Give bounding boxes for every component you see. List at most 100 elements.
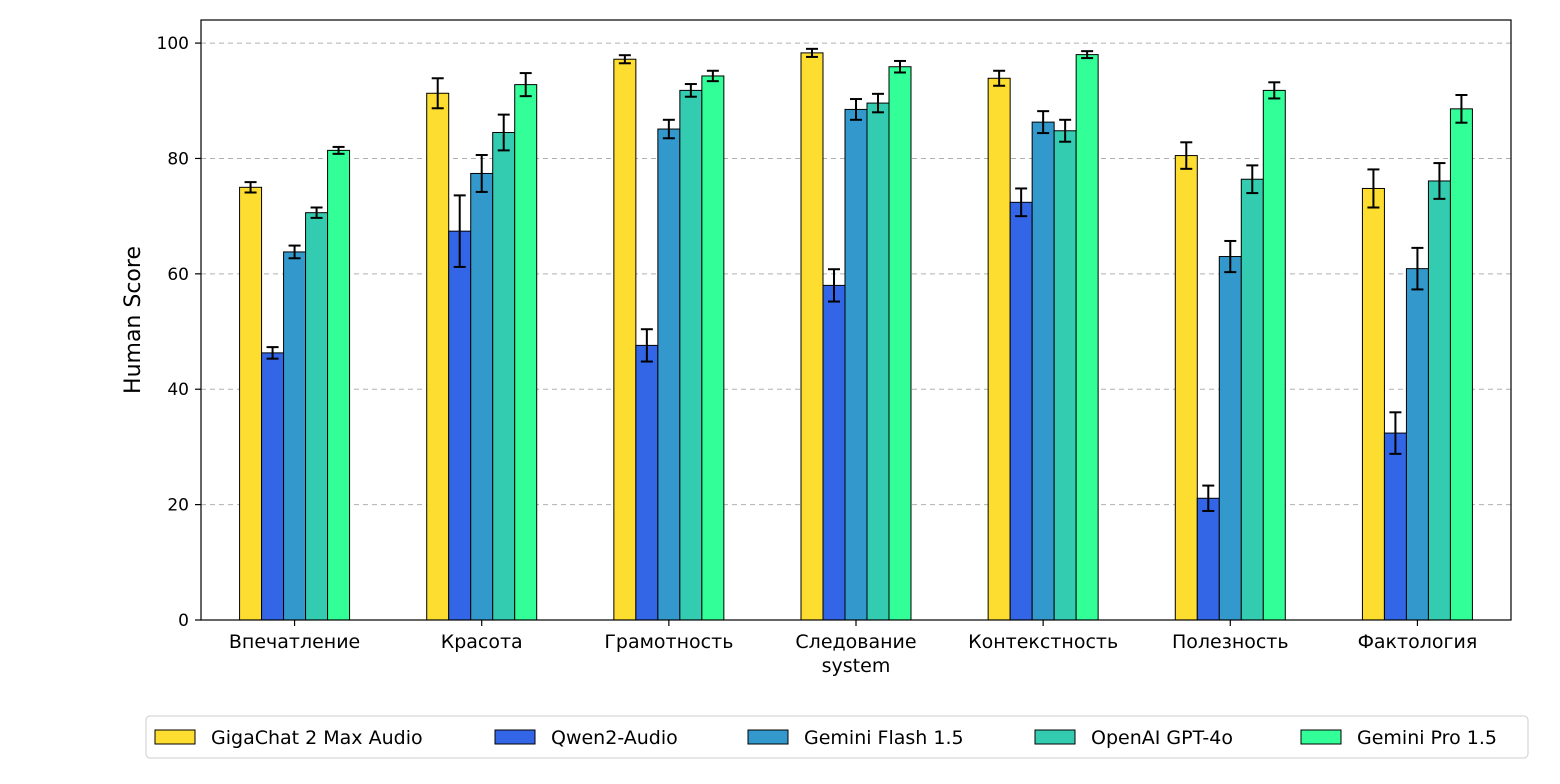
error-bar bbox=[640, 328, 653, 363]
error-bar bbox=[684, 83, 697, 98]
x-tick-label: Фактология bbox=[1358, 631, 1478, 653]
legend-swatch bbox=[494, 729, 536, 745]
legend-label: Qwen2-Audio bbox=[551, 727, 678, 749]
bar bbox=[283, 251, 307, 621]
error-bar bbox=[1246, 164, 1259, 195]
y-tick-label: 80 bbox=[167, 149, 189, 169]
error-bar bbox=[618, 54, 631, 65]
grid-lines bbox=[201, 42, 1511, 506]
bar bbox=[1075, 54, 1099, 621]
x-tick-label-line: system bbox=[822, 655, 891, 677]
error-bar bbox=[244, 181, 257, 194]
bar bbox=[1240, 178, 1264, 621]
error-bar bbox=[850, 98, 862, 121]
bar bbox=[1218, 256, 1242, 621]
error-bar bbox=[1455, 94, 1468, 124]
error-bar bbox=[1268, 81, 1281, 100]
error-bar bbox=[1389, 411, 1402, 455]
x-tick-label-line: Впечатление bbox=[229, 631, 360, 653]
legend-item: Gemini Flash 1.5 bbox=[747, 727, 964, 749]
bars bbox=[239, 52, 1473, 621]
error-bar bbox=[519, 72, 532, 98]
error-bar bbox=[1059, 118, 1072, 143]
bar bbox=[613, 58, 637, 621]
x-tick-label-line: Грамотность bbox=[604, 631, 733, 653]
bar bbox=[492, 132, 516, 621]
bar bbox=[1449, 108, 1473, 621]
bar bbox=[426, 92, 450, 621]
x-tick-label: Красота bbox=[441, 631, 523, 653]
x-tick-label: Следование system bbox=[795, 631, 916, 677]
legend-swatch bbox=[154, 729, 196, 745]
bar bbox=[1405, 268, 1429, 621]
error-bar bbox=[1202, 484, 1215, 512]
error-bar bbox=[662, 118, 675, 140]
error-bar bbox=[1037, 110, 1050, 135]
error-bar bbox=[310, 206, 323, 219]
bar bbox=[701, 75, 725, 621]
error-bars bbox=[244, 47, 1468, 512]
x-tick-label: Впечатление bbox=[229, 631, 360, 653]
legend: GigaChat 2 Max Audio Qwen2-Audio Gemini Fl… bbox=[145, 715, 1529, 759]
bar bbox=[514, 84, 538, 621]
x-tick-label: Грамотность bbox=[604, 631, 733, 653]
bar bbox=[679, 89, 703, 621]
bar bbox=[261, 352, 285, 621]
legend-item: OpenAI GPT-4o bbox=[1034, 727, 1233, 749]
x-tick-label-line: Красота bbox=[441, 631, 523, 653]
error-bar bbox=[266, 346, 279, 360]
bar bbox=[327, 149, 351, 621]
bar bbox=[822, 284, 846, 621]
error-bar bbox=[1224, 239, 1237, 274]
bar bbox=[1053, 130, 1077, 621]
legend-item: GigaChat 2 Max Audio bbox=[154, 727, 423, 749]
x-tick-label-line: Полезность bbox=[1172, 631, 1289, 653]
error-bar bbox=[497, 113, 510, 152]
bar bbox=[305, 212, 329, 621]
error-bar bbox=[1433, 162, 1446, 200]
error-bar bbox=[872, 92, 884, 114]
error-bar bbox=[828, 268, 840, 303]
bar bbox=[1262, 89, 1286, 621]
y-tick-label: 40 bbox=[167, 380, 189, 400]
bar bbox=[987, 77, 1011, 621]
error-bar bbox=[1367, 168, 1380, 209]
error-bar bbox=[806, 47, 818, 58]
legend-label: Gemini Flash 1.5 bbox=[804, 727, 964, 749]
x-tick-label-line: Фактология bbox=[1358, 631, 1478, 653]
bar bbox=[1031, 121, 1055, 621]
bar bbox=[1427, 180, 1451, 621]
y-tick-label: 60 bbox=[167, 265, 189, 285]
error-bar bbox=[706, 69, 719, 83]
x-tick-label: Полезность bbox=[1172, 631, 1289, 653]
error-bar bbox=[1015, 187, 1028, 218]
error-bar bbox=[288, 244, 301, 260]
x-tick-label-line: Следование bbox=[795, 631, 916, 653]
bar bbox=[1009, 201, 1033, 621]
bar bbox=[1196, 497, 1220, 621]
error-bar bbox=[332, 145, 345, 155]
y-axis-title: Human Score bbox=[121, 246, 146, 394]
bar bbox=[448, 230, 472, 621]
x-axis: Впечатление Красота Грамотность Следование s… bbox=[229, 620, 1477, 677]
bar bbox=[1361, 187, 1385, 621]
legend-frame bbox=[145, 715, 1529, 759]
bar bbox=[1383, 432, 1407, 621]
bar bbox=[657, 128, 681, 621]
x-tick-label: Контекстность bbox=[968, 631, 1118, 653]
legend-swatch bbox=[1300, 729, 1342, 745]
x-tick-label-line: Контекстность bbox=[968, 631, 1118, 653]
legend-swatch bbox=[1034, 729, 1076, 745]
bar bbox=[866, 102, 890, 621]
bar bbox=[888, 66, 912, 621]
legend-item: Qwen2-Audio bbox=[494, 727, 678, 749]
bar bbox=[1174, 155, 1198, 621]
y-tick-label: 0 bbox=[178, 611, 189, 631]
error-bar bbox=[1180, 141, 1193, 170]
legend-item: Gemini Pro 1.5 bbox=[1300, 727, 1497, 749]
legend-swatch bbox=[747, 729, 789, 745]
error-bar bbox=[1411, 246, 1424, 291]
bar bbox=[470, 172, 494, 621]
y-axis: 0 20 40 60 80 100 bbox=[157, 34, 201, 631]
